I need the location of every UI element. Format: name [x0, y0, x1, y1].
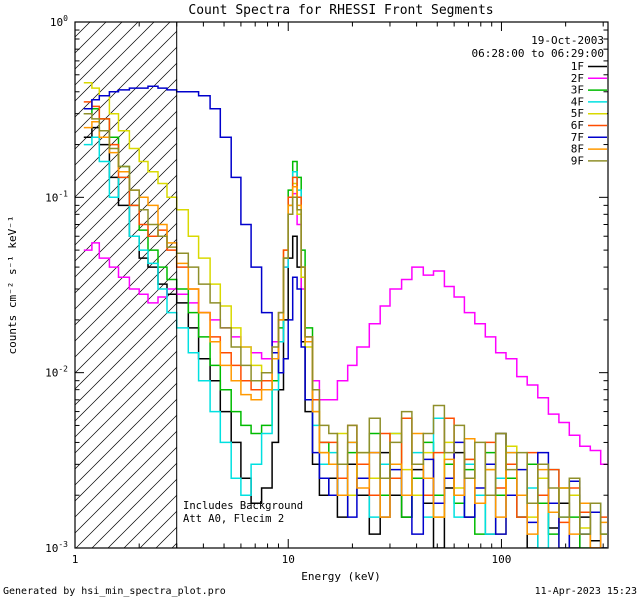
y-tick-label: 100 — [50, 14, 68, 29]
legend-item-7F: 7F — [571, 131, 607, 144]
legend-item-6F: 6F — [571, 119, 607, 132]
hatch-fill — [75, 22, 177, 548]
y-tick-label: 10-1 — [45, 189, 68, 204]
obs-time-range: 06:28:00 to 06:29:00 — [472, 47, 604, 60]
obs-date: 19-Oct-2003 — [531, 34, 604, 47]
legend-item-4F: 4F — [571, 95, 607, 108]
x-tick-label: 10 — [282, 553, 295, 566]
legend-label: 2F — [571, 72, 584, 85]
legend-item-2F: 2F — [571, 72, 607, 85]
legend-item-1F: 1F — [571, 60, 607, 73]
legend-item-9F: 9F — [571, 154, 607, 167]
y-axis-label: counts cm⁻² s⁻¹ keV⁻¹ — [6, 215, 19, 354]
axes: 1 10 100 100 10-1 10-2 10-3 — [45, 14, 609, 566]
legend-label: 4F — [571, 95, 584, 108]
annotation-attenuator-state: Att A0, Flecim 2 — [183, 513, 284, 525]
annotation-includes-background: Includes Background — [183, 500, 303, 512]
x-axis-label: Energy (keV) — [301, 570, 380, 583]
plot-frame — [74, 21, 609, 549]
legend-label: 8F — [571, 143, 584, 156]
hatch-region — [75, 22, 177, 548]
legend-label: 5F — [571, 107, 584, 120]
legend-item-3F: 3F — [571, 84, 607, 97]
legend-label: 7F — [571, 131, 584, 144]
y-tick-label: 10-3 — [45, 540, 68, 555]
chart-title: Count Spectra for RHESSI Front Segments — [188, 3, 493, 18]
legend-label: 1F — [571, 60, 584, 73]
legend-item-5F: 5F — [571, 107, 607, 120]
y-tick-label: 10-2 — [45, 365, 68, 380]
footer-generator: Generated by hsi_min_spectra_plot.pro — [3, 586, 226, 597]
series-line-8F — [83, 120, 607, 548]
legend-label: 6F — [571, 119, 584, 132]
legend-label: 9F — [571, 154, 584, 167]
x-tick-label: 100 — [492, 553, 512, 566]
legend-item-8F: 8F — [571, 143, 607, 156]
x-tick-label: 1 — [72, 553, 79, 566]
series-line-9F — [83, 112, 607, 535]
legend-label: 3F — [571, 84, 584, 97]
footer-timestamp: 11-Apr-2023 15:23 — [535, 586, 637, 597]
series-line-2F — [83, 192, 607, 466]
